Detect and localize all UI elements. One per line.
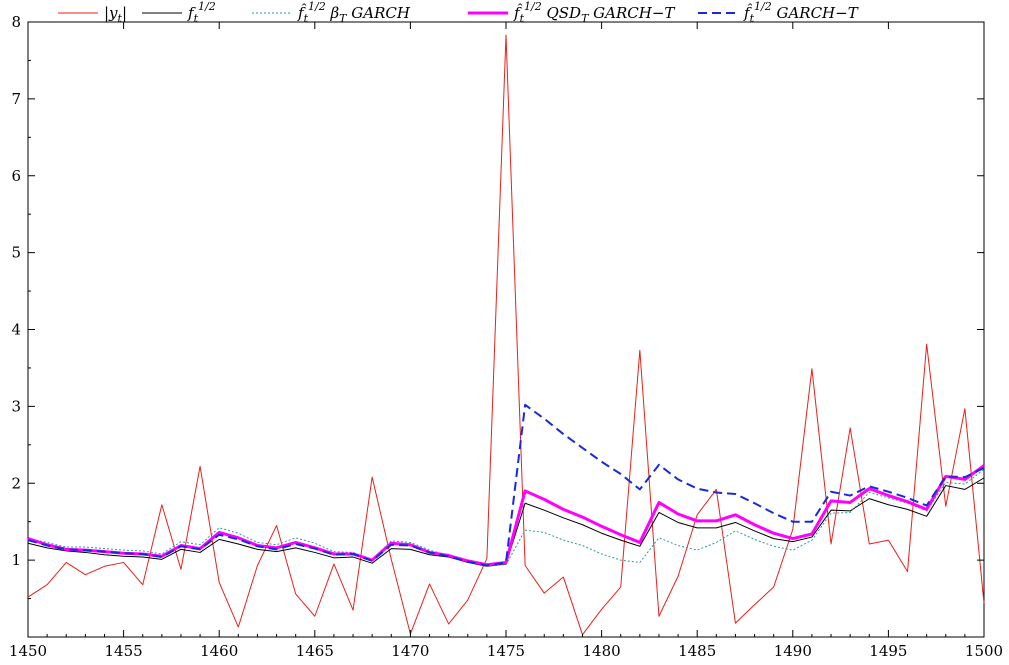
series-3 <box>27 464 985 567</box>
legend-entry-qsd: f̂t1/2 QSDT GARCH−T <box>468 0 675 25</box>
x-tick-label: 1465 <box>296 642 334 660</box>
series-1 <box>27 477 985 567</box>
legend-entry-ft: ft1/2 <box>142 0 216 25</box>
legend-entry-garch: f̂t1/2 βT GARCH <box>252 0 411 25</box>
x-tick-label: 1455 <box>105 642 143 660</box>
y-tick-label: 7 <box>11 90 21 108</box>
x-tick-label: 1470 <box>391 642 429 660</box>
series-line <box>27 403 985 567</box>
series-layer <box>27 34 985 636</box>
legend-label: f̂t1/2 QSDT GARCH−T <box>513 0 675 25</box>
legend-label: |yt| <box>104 4 127 25</box>
x-tick-label: 1490 <box>774 642 812 660</box>
x-tick-label: 1460 <box>200 642 238 660</box>
x-tick-label: 1475 <box>487 642 525 660</box>
y-tick-label: 1 <box>11 551 21 569</box>
series-line <box>27 34 985 636</box>
legend-label: f̂t1/2 GARCH−T <box>743 0 859 25</box>
x-tick-label: 1480 <box>583 642 621 660</box>
legend: |yt| ft1/2 f̂t1/2 βT GARCH f̂t1/2 QSDT GARC… <box>58 0 859 25</box>
y-tick-label: 2 <box>11 474 21 492</box>
series-4 <box>27 403 985 567</box>
series-line <box>27 464 985 567</box>
legend-entry-absy: |yt| <box>58 4 127 25</box>
x-tick-label: 1500 <box>965 642 1003 660</box>
x-tick-label: 1495 <box>869 642 907 660</box>
legend-entry-garcht: f̂t1/2 GARCH−T <box>698 0 859 25</box>
y-tick-label: 5 <box>11 244 21 262</box>
series-line <box>27 477 985 567</box>
y-tick-label: 4 <box>11 321 21 339</box>
legend-label: f̂t1/2 βT GARCH <box>297 0 411 25</box>
x-tick-label: 1485 <box>678 642 716 660</box>
y-tick-label: 6 <box>11 167 21 185</box>
x-tick-label: 1450 <box>9 642 47 660</box>
legend-label: ft1/2 <box>187 0 216 25</box>
series-0 <box>27 34 985 636</box>
ticks-layer: 1450 1455 1460 1465 1470 1475 1480 1485 1490 1495… <box>9 13 1003 660</box>
y-tick-label: 3 <box>11 397 21 415</box>
plot-frame <box>27 21 985 638</box>
y-tick-label: 8 <box>11 13 21 31</box>
axes-frame <box>27 21 985 638</box>
